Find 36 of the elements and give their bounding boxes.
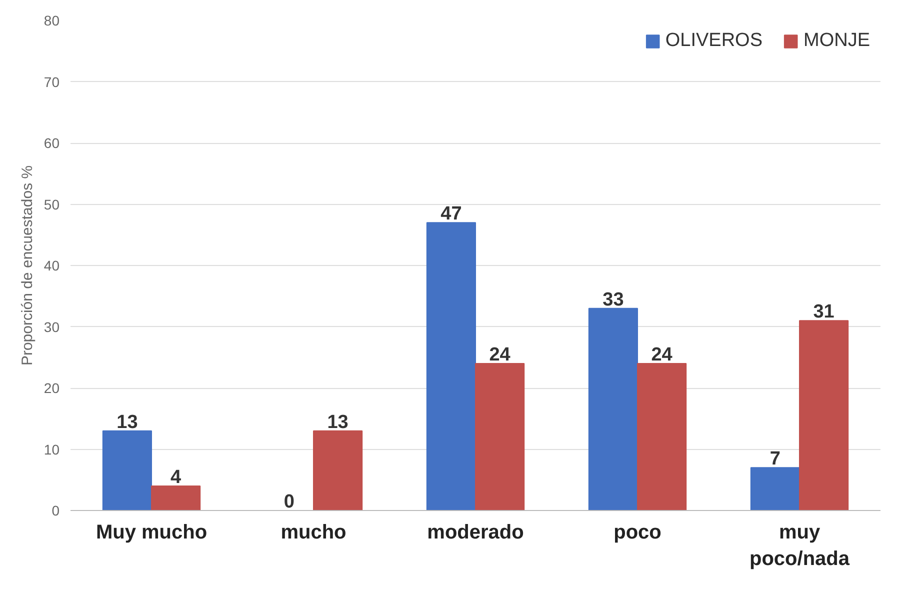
y-tick-label: 50 (44, 196, 60, 212)
data-label: 4 (170, 467, 182, 488)
data-label: 31 (813, 302, 835, 323)
y-tick-label: 0 (52, 502, 60, 518)
bar (102, 430, 152, 510)
y-tick-label: 60 (44, 135, 60, 151)
legend-label: MONJE (804, 30, 870, 52)
bar (475, 363, 525, 510)
data-label: 0 (284, 492, 294, 512)
data-label: 13 (327, 412, 348, 433)
bar (151, 486, 201, 510)
bar (588, 308, 638, 510)
data-label: 24 (651, 344, 673, 366)
bar (750, 467, 800, 510)
data-label: 13 (116, 412, 138, 433)
data-label: 33 (602, 289, 624, 310)
y-tick-label: 10 (44, 441, 60, 458)
y-tick-label: 40 (44, 258, 60, 274)
y-tick-label: 20 (44, 380, 60, 396)
bar (637, 363, 687, 510)
data-label: 24 (489, 344, 511, 366)
data-label: 47 (440, 204, 462, 225)
y-axis-title: Proporción de encuestados % (18, 165, 36, 366)
x-tick-label: muy poco/nada (749, 522, 850, 570)
y-tick-label: 70 (44, 74, 60, 90)
bar (313, 430, 363, 510)
bar (426, 222, 476, 510)
y-tick-label: 30 (44, 318, 60, 335)
x-tick-label: moderado (427, 522, 524, 544)
x-tick-label: poco (614, 522, 662, 544)
x-tick-label: Muy mucho (96, 522, 208, 544)
y-tick-label: 80 (44, 12, 60, 28)
x-tick-label: mucho (280, 522, 346, 544)
legend-label: OLIVEROS (665, 30, 762, 52)
data-label: 7 (770, 448, 780, 470)
bar (799, 320, 849, 510)
